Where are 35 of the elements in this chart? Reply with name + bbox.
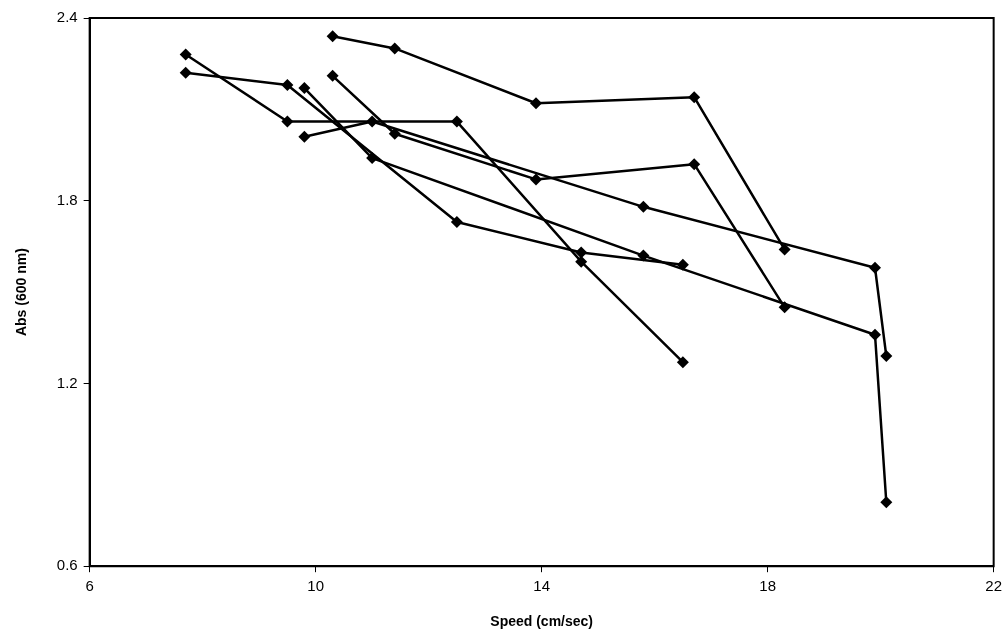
point (326, 30, 339, 43)
point (676, 258, 689, 271)
point (575, 246, 588, 259)
x-tick-label: 18 (759, 577, 776, 595)
y-tick-label: 1.2 (56, 373, 78, 391)
point (450, 216, 463, 229)
point (179, 66, 192, 79)
point (880, 350, 893, 363)
point (450, 115, 463, 128)
point (326, 69, 339, 82)
point (676, 356, 689, 369)
point (637, 200, 650, 213)
point (778, 243, 791, 256)
point (179, 48, 192, 61)
x-tick-label: 22 (985, 577, 1002, 595)
point (869, 261, 882, 274)
point (281, 115, 294, 128)
point (688, 158, 701, 171)
point (281, 79, 294, 91)
point (298, 130, 311, 143)
y-axis-title: Abs (600 nm) (13, 248, 30, 337)
x-axis-title: Speed (cm/sec) (490, 613, 594, 630)
point (298, 82, 311, 95)
point (869, 328, 882, 341)
point (688, 91, 701, 104)
x-tick-label: 6 (85, 577, 94, 595)
point (530, 173, 543, 186)
x-tick-label: 14 (533, 577, 550, 595)
point (778, 301, 791, 314)
y-tick-label: 2.4 (56, 8, 78, 26)
point (388, 42, 401, 55)
x-tick-label: 10 (307, 577, 324, 595)
y-tick-label: 1.8 (56, 190, 78, 208)
y-tick-label: 0.6 (56, 556, 78, 574)
point (880, 496, 893, 509)
